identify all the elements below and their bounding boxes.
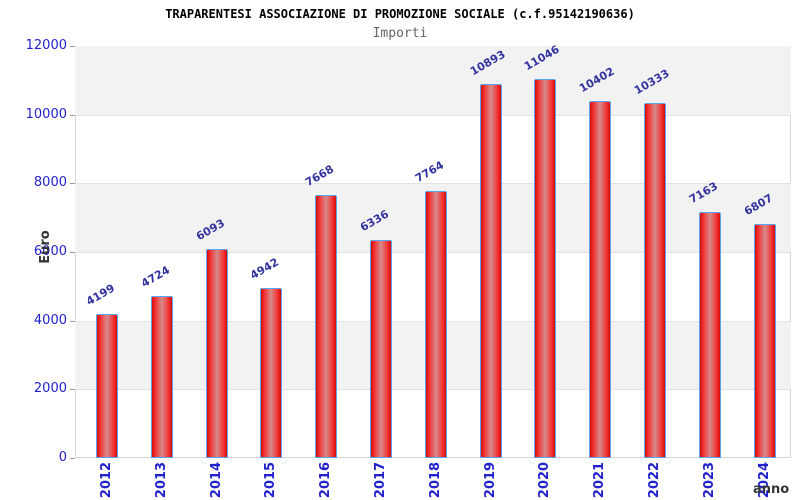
bar-2016 xyxy=(315,194,338,458)
bar-2020 xyxy=(534,78,557,458)
bar-2014 xyxy=(205,248,228,458)
chart-title: TRAPARENTESI ASSOCIAZIONE DI PROMOZIONE … xyxy=(165,7,635,21)
y-axis-title: Euro xyxy=(38,230,53,264)
x-tick-label: 2012 xyxy=(99,461,114,499)
bar-2023 xyxy=(698,212,721,458)
y-tick-label: 12000 xyxy=(25,38,67,53)
x-tick-label: 2023 xyxy=(701,461,717,499)
y-tick-label: 4000 xyxy=(33,313,67,328)
x-axis-title: anno xyxy=(753,482,790,497)
x-tick-label: 2016 xyxy=(318,461,334,499)
y-tick-mark xyxy=(70,46,75,47)
y-tick-mark xyxy=(70,183,75,184)
y-tick-label: 10000 xyxy=(25,107,67,122)
bar-2018 xyxy=(424,191,447,458)
bar-2021 xyxy=(589,100,612,458)
y-tick-mark xyxy=(70,115,75,116)
y-tick-mark xyxy=(70,389,75,390)
x-tick-label: 2014 xyxy=(208,461,224,499)
grid-line xyxy=(75,115,791,116)
x-tick-label: 2013 xyxy=(153,461,169,499)
bar-2019 xyxy=(479,84,502,458)
x-tick-label: 2017 xyxy=(373,461,388,499)
y-tick-label: 8000 xyxy=(33,175,67,190)
bar-2022 xyxy=(644,103,666,458)
x-tick-label: 2019 xyxy=(482,461,498,499)
chart-subtitle: Importi xyxy=(372,26,428,41)
x-tick-label: 2018 xyxy=(427,461,443,499)
bar-2015 xyxy=(260,288,283,458)
y-tick-label: 2000 xyxy=(33,381,67,396)
bar-2013 xyxy=(150,295,173,458)
y-tick-label: 6000 xyxy=(33,244,67,259)
bar-2024 xyxy=(753,224,776,458)
x-tick-label: 2021 xyxy=(592,461,608,499)
x-tick-label: 2020 xyxy=(537,461,553,499)
grid-line xyxy=(75,183,791,184)
bar-2012 xyxy=(96,313,118,458)
y-tick-label: 0 xyxy=(58,450,67,465)
y-tick-mark xyxy=(70,252,75,253)
x-tick-label: 2015 xyxy=(263,461,279,499)
bar-2017 xyxy=(370,240,392,458)
grid-band xyxy=(75,46,791,115)
x-tick-label: 2022 xyxy=(647,461,662,499)
y-tick-mark xyxy=(70,458,75,459)
y-tick-mark xyxy=(70,321,75,322)
